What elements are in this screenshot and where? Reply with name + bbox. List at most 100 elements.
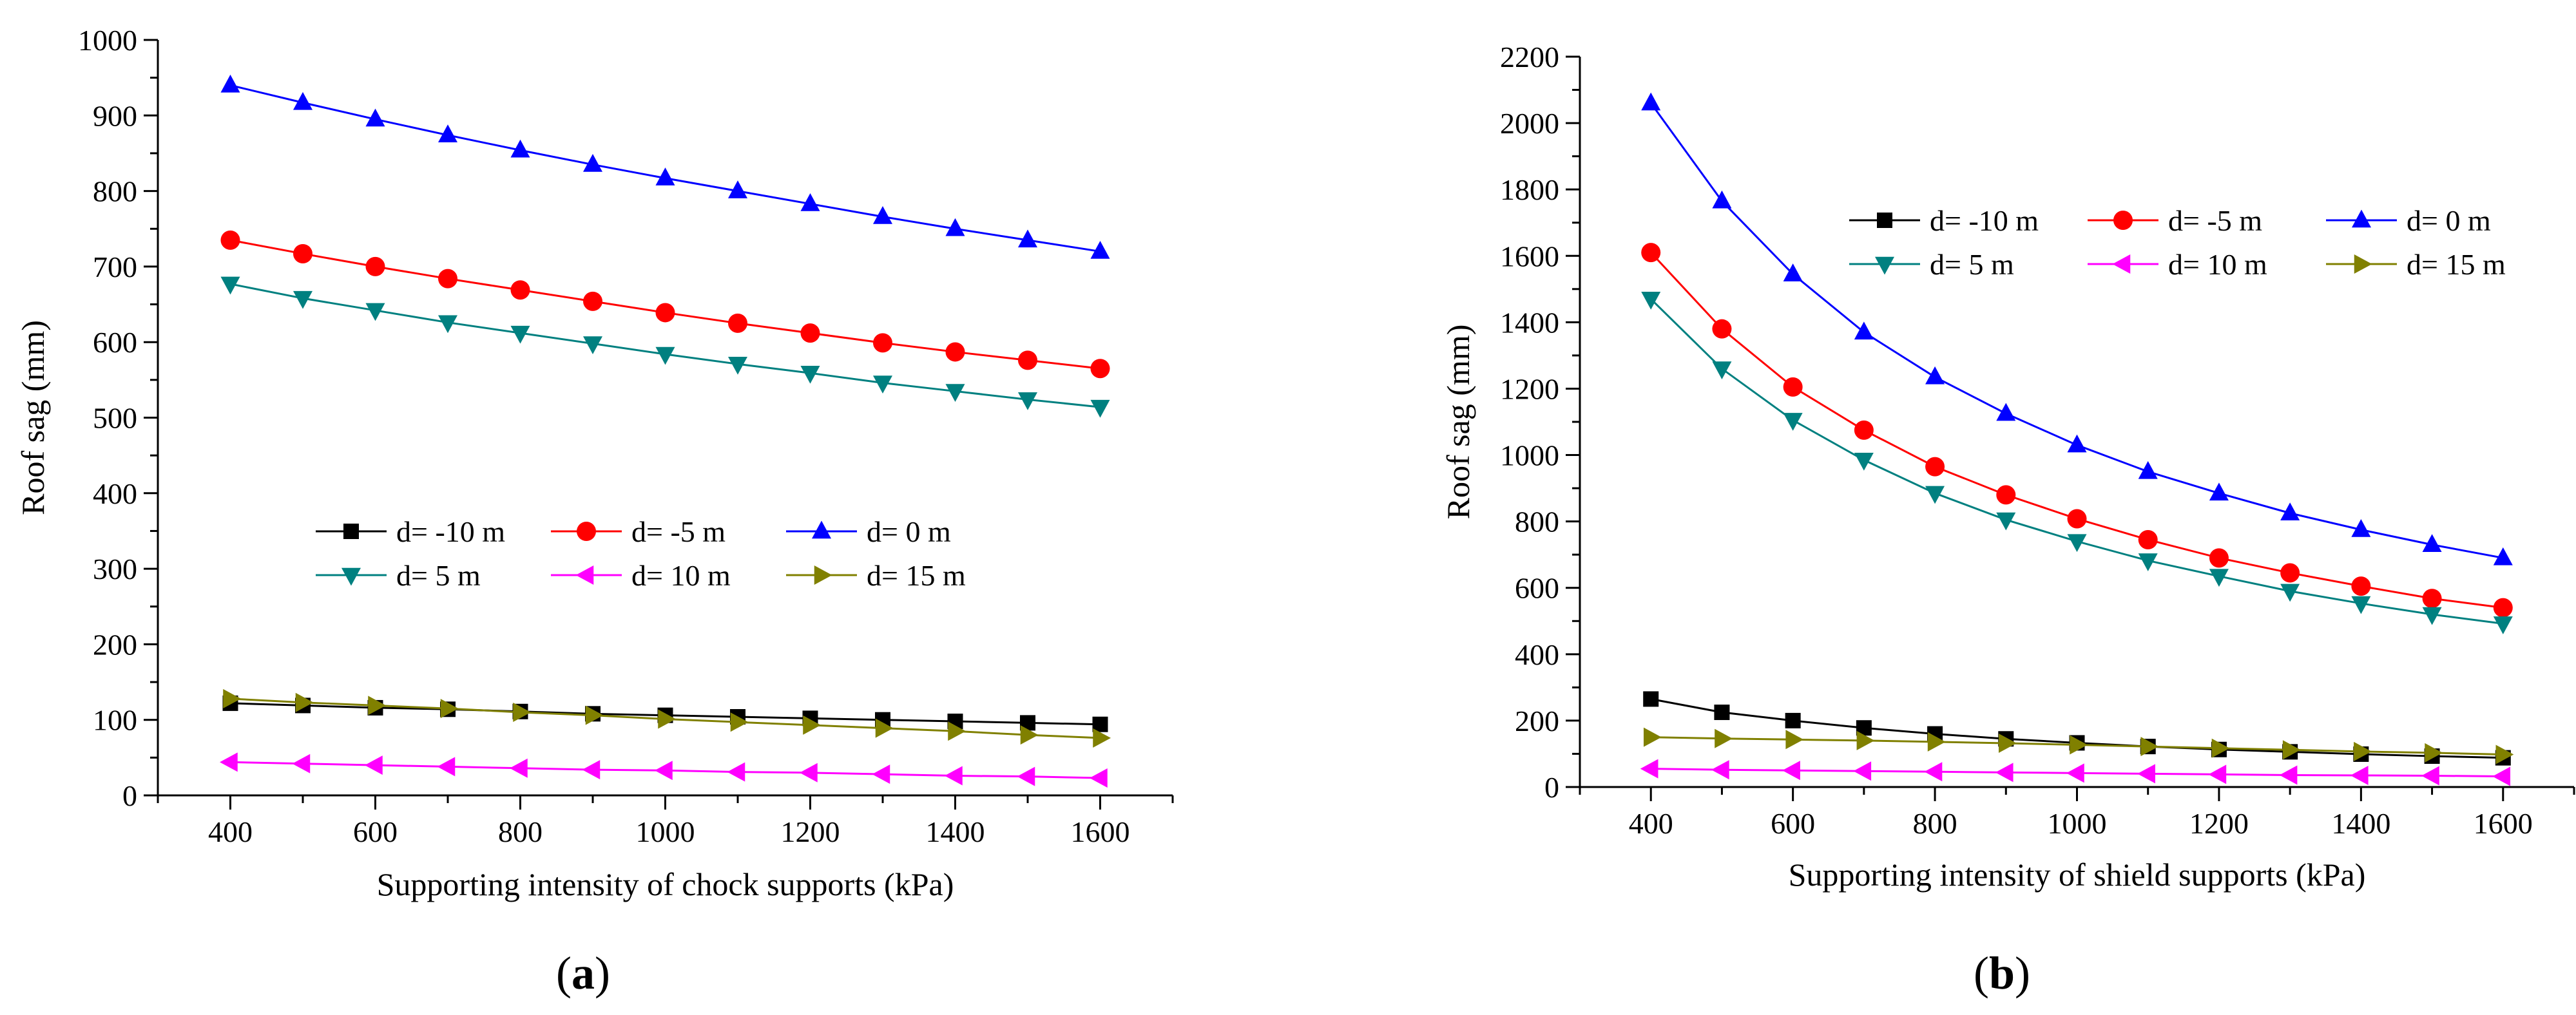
data-point (365, 303, 385, 321)
data-point (2282, 740, 2301, 760)
legend-item: d= -5 m (2088, 204, 2262, 237)
data-point (365, 256, 385, 276)
data-point (1783, 377, 1803, 397)
data-point (1999, 733, 2017, 753)
data-point (2422, 589, 2442, 609)
legend-item: d= 10 m (2088, 248, 2267, 281)
legend: d= -10 m d= -5 m d= 0 m d= 5 m d= 10 m d= 15 … (316, 515, 966, 592)
data-point (1785, 712, 1801, 728)
x-tick-label: 1400 (926, 815, 985, 848)
series-line (1650, 252, 2503, 609)
x-tick-label: 1200 (2189, 807, 2249, 840)
data-point (2493, 598, 2513, 618)
data-point (220, 230, 240, 250)
data-point (2209, 548, 2229, 568)
series-4 (1641, 292, 2513, 634)
x-tick-label: 1200 (781, 815, 840, 848)
series-6 (1643, 727, 2514, 764)
data-point (1018, 350, 1037, 370)
data-point (365, 755, 383, 775)
x-tick-label: 1600 (1071, 815, 1130, 848)
data-point (1018, 229, 1037, 248)
data-point (2140, 737, 2159, 757)
y-tick-label: 400 (93, 477, 137, 510)
x-tick-label: 1600 (2474, 807, 2533, 840)
data-point (2280, 563, 2300, 583)
data-point (1785, 730, 1804, 750)
data-point (800, 323, 820, 343)
legend-marker (1875, 256, 1894, 275)
data-point (2495, 745, 2514, 764)
data-point (1995, 763, 2014, 783)
data-point (440, 699, 459, 719)
data-point (1090, 240, 1110, 259)
legend-label: d= 10 m (631, 559, 731, 592)
data-point (800, 763, 818, 783)
data-point (438, 269, 457, 289)
legend-item: d= 0 m (2326, 204, 2491, 237)
data-point (728, 313, 747, 333)
legend-label: d= 5 m (1930, 248, 2014, 281)
series-3 (220, 74, 1110, 259)
y-tick-label: 1600 (1500, 240, 1559, 272)
y-tick-label: 800 (93, 175, 137, 208)
data-point (2492, 766, 2511, 786)
legend-label: d= -10 m (396, 515, 505, 548)
data-point (655, 346, 675, 365)
data-point (2208, 764, 2227, 784)
series-5 (1640, 759, 2511, 786)
data-point (1854, 420, 1874, 440)
legend-marker (341, 567, 361, 586)
data-point (873, 375, 892, 394)
x-tick-label: 1400 (2331, 807, 2390, 840)
y-tick-label: 500 (93, 402, 137, 435)
y-tick-label: 1200 (1500, 372, 1559, 405)
series-line (1650, 298, 2503, 625)
data-point (1854, 453, 1874, 471)
data-point (658, 709, 676, 729)
legend-label: d= 0 m (867, 515, 951, 548)
data-point (1640, 759, 1658, 779)
data-point (220, 74, 240, 93)
y-tick-label: 100 (93, 704, 137, 737)
data-point (2351, 596, 2371, 614)
legend-marker (2113, 211, 2133, 230)
caption-a: (a) (556, 947, 610, 999)
data-point (730, 712, 749, 732)
data-point (1856, 730, 1875, 750)
series-4 (220, 276, 1110, 418)
series-1 (1643, 691, 2511, 766)
data-point (803, 715, 821, 735)
data-point (655, 761, 673, 781)
legend-label: d= -5 m (2168, 204, 2262, 237)
data-point (1093, 728, 1111, 748)
legend-marker (1877, 213, 1892, 228)
y-tick-label: 200 (93, 628, 137, 661)
x-tick-label: 400 (208, 815, 253, 848)
data-point (1090, 399, 1110, 418)
data-point (510, 325, 530, 344)
y-tick-label: 2000 (1500, 107, 1559, 140)
legend-label: d= 5 m (396, 559, 481, 592)
x-tick-label: 1000 (636, 815, 695, 848)
data-point (1712, 319, 1732, 339)
data-point (2138, 460, 2158, 479)
data-point (945, 218, 965, 236)
series-3 (1641, 92, 2513, 565)
data-point (872, 764, 890, 784)
x-tick-label: 800 (1913, 807, 1957, 840)
y-tick-label: 200 (1515, 705, 1559, 737)
data-point (438, 315, 457, 334)
data-point (948, 721, 966, 741)
data-point (2421, 766, 2439, 786)
series-6 (223, 688, 1111, 748)
data-point (875, 718, 894, 738)
data-point (2138, 529, 2158, 549)
data-point (1018, 392, 1037, 410)
legend-label: d= -5 m (631, 515, 726, 548)
series-line (230, 283, 1101, 408)
legend-label: d= -10 m (1930, 204, 2039, 237)
y-tick-label: 300 (93, 553, 137, 585)
data-point (1641, 292, 1661, 310)
data-point (2280, 502, 2300, 520)
